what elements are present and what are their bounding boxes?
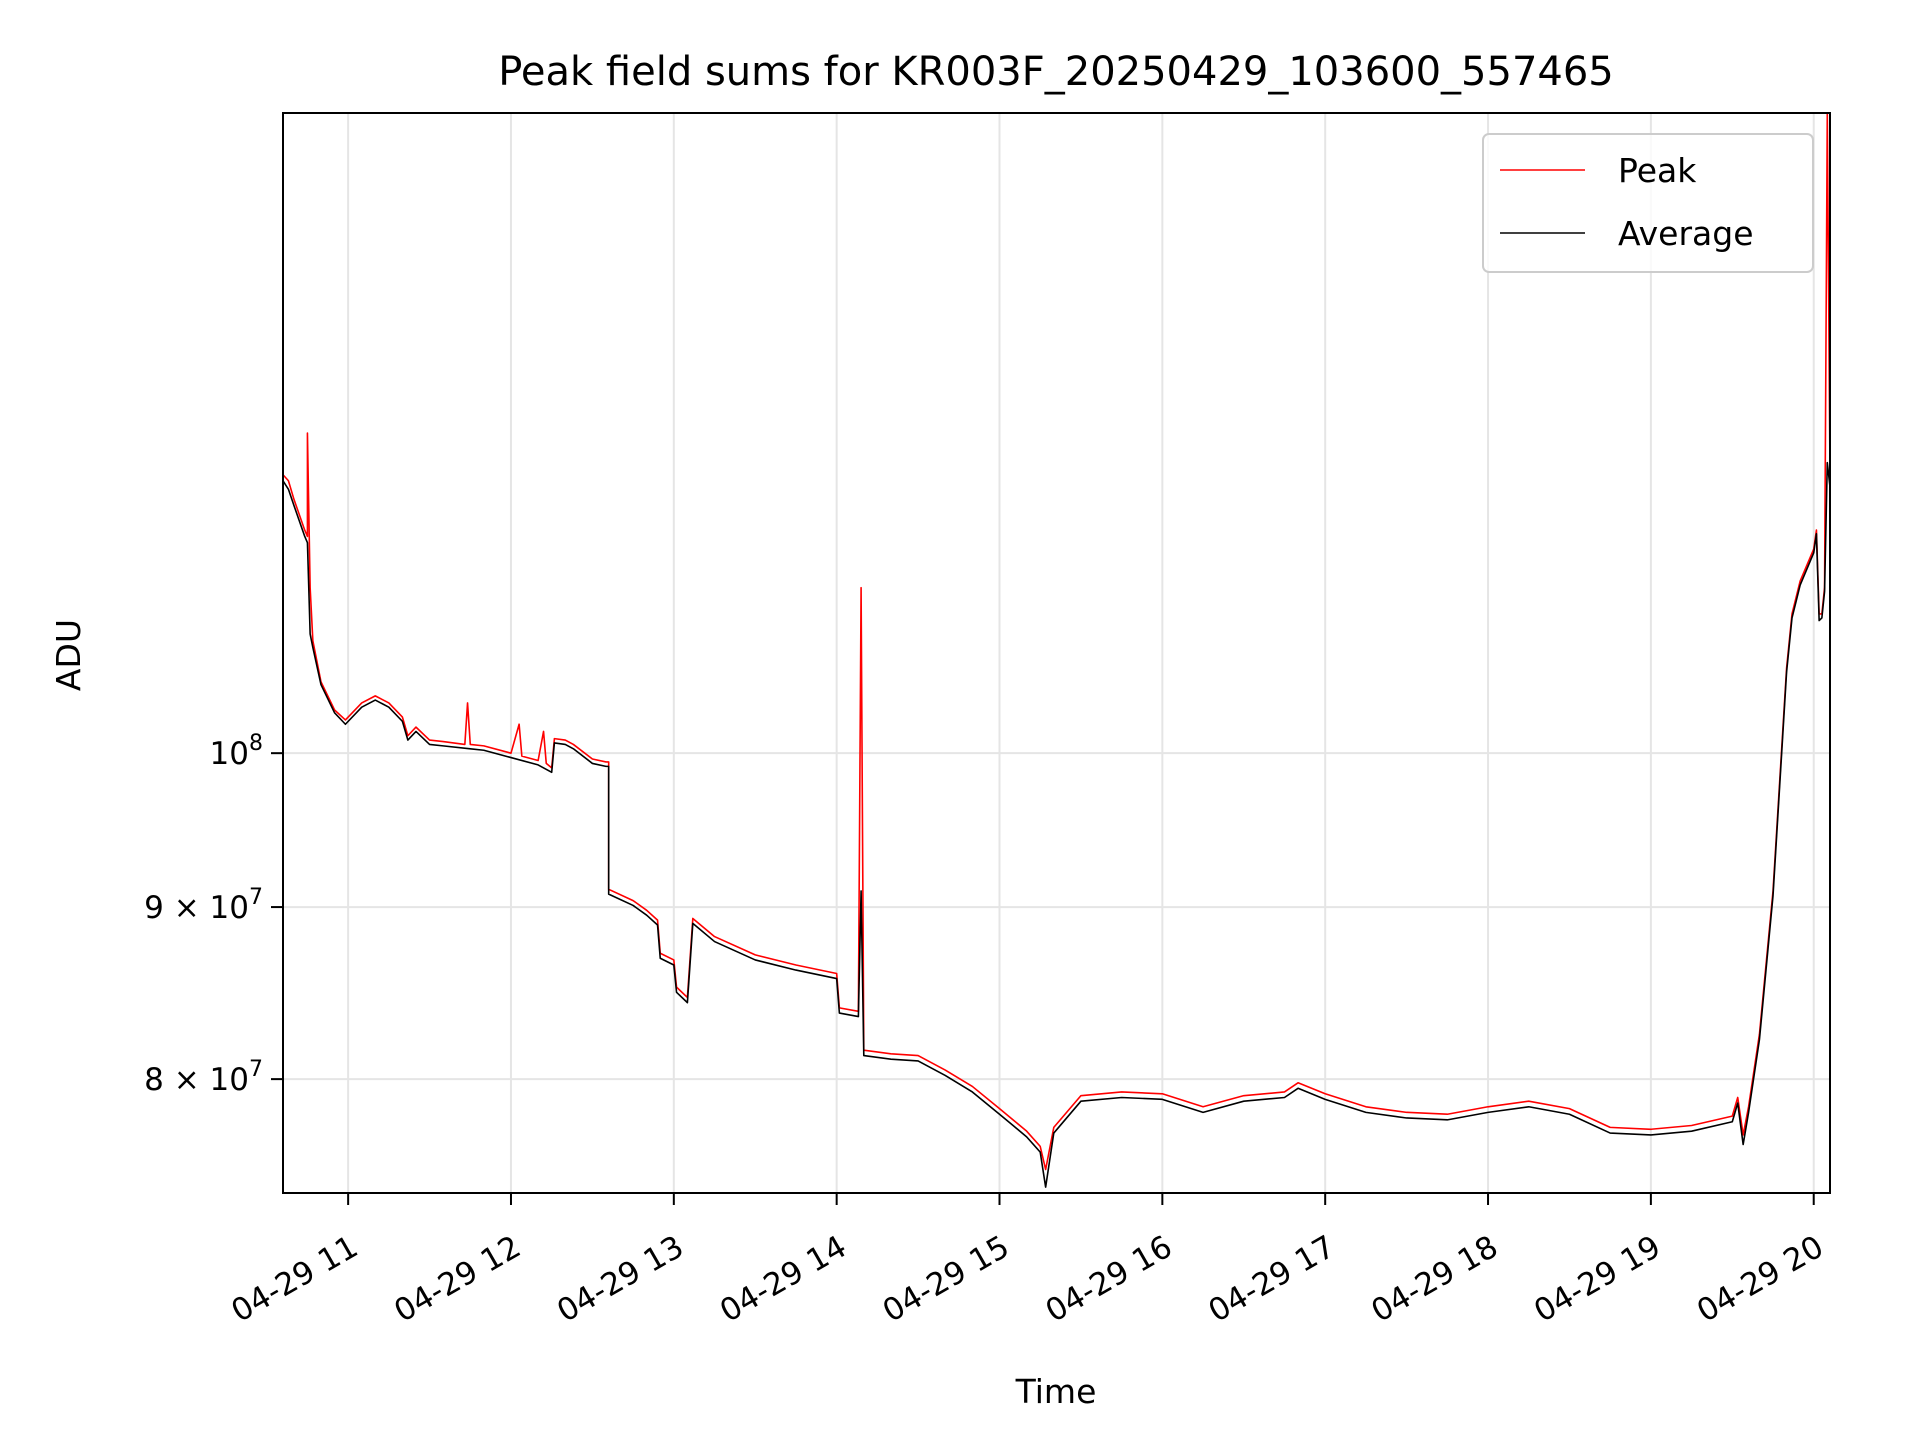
grid-lines [283,113,1830,1193]
legend-label-average: Average [1618,214,1754,253]
y-tick-label: 8 × 107 [144,1057,263,1098]
series-line-average [283,461,1830,1188]
plot-frame [282,112,1831,1194]
legend-label-peak: Peak [1618,151,1697,190]
series-line-peak [283,113,1830,1171]
chart-title: Peak field sums for KR003F_20250429_1036… [498,49,1614,95]
series-layer [283,113,1830,1188]
x-axis-label: Time [1015,1372,1097,1411]
y-tick-label: 108 [210,731,263,772]
legend: Peak Average [1482,133,1814,273]
legend-box [1482,133,1814,273]
y-tick-label: 9 × 107 [144,885,263,926]
y-axis-label: ADU [49,619,88,691]
